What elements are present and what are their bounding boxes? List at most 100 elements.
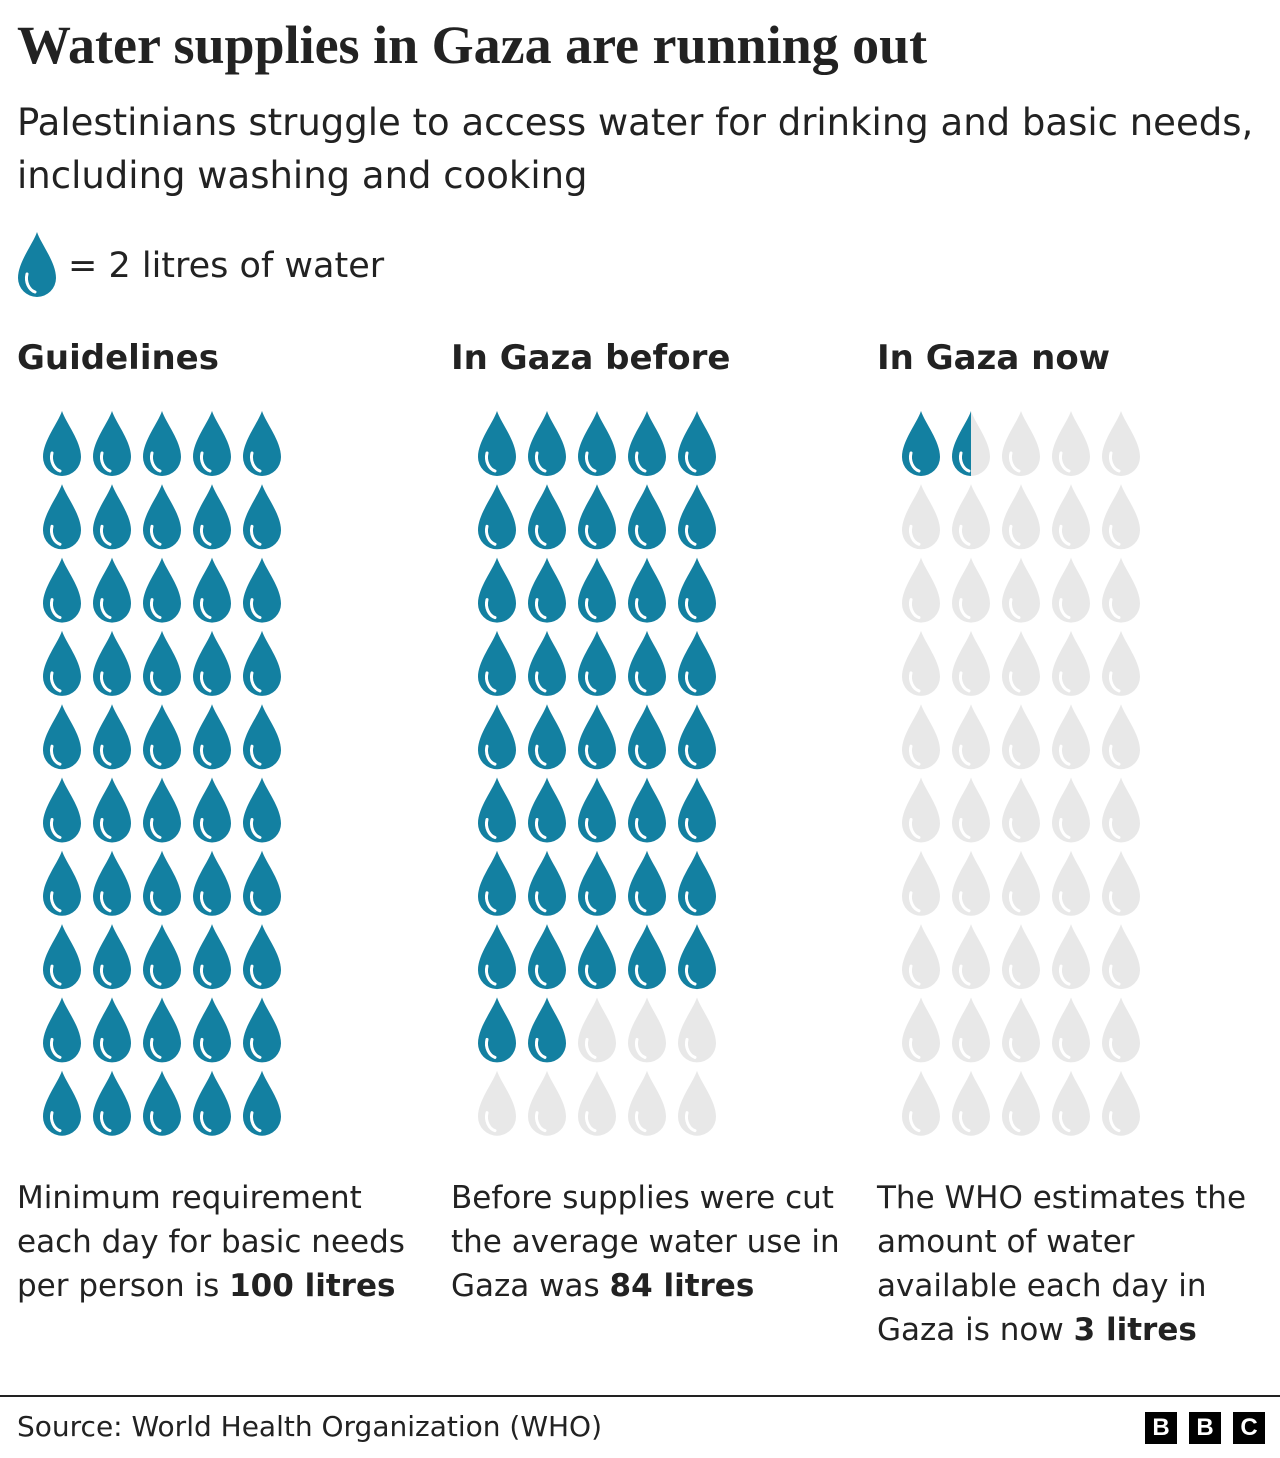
water-drop [143, 484, 181, 550]
drop-fill [93, 777, 131, 843]
drop-highlight [535, 744, 547, 766]
drop-fill [678, 411, 716, 476]
drop-fill [93, 630, 131, 696]
water-drop [43, 411, 81, 476]
water-drop [478, 850, 516, 916]
drop-highlight [585, 671, 597, 693]
drop-fill [93, 850, 131, 916]
drop-shape [528, 411, 566, 476]
empty-drop [1052, 557, 1090, 623]
drop-highlight [535, 818, 547, 839]
water-drop [43, 704, 81, 770]
drop-shape [143, 704, 181, 770]
drop-highlight [50, 891, 62, 913]
drop-fill [628, 924, 666, 990]
drop-fill [578, 704, 616, 770]
drop-slot [902, 704, 940, 770]
drop-shape [578, 557, 616, 623]
drop-highlight [150, 964, 162, 986]
drop-slot [1002, 1070, 1040, 1136]
water-drop [43, 484, 81, 550]
drop-slot [1102, 997, 1140, 1063]
drop-shape [478, 630, 516, 696]
drop-slot [952, 484, 990, 550]
drop-fill [528, 997, 566, 1063]
drop-highlight [959, 671, 971, 693]
empty-drop [1002, 924, 1040, 990]
drop-highlight [959, 818, 971, 839]
drop-highlight [685, 598, 697, 620]
drop-shape [528, 777, 566, 843]
drop-slot [1102, 630, 1140, 696]
panel-title: In Gaza now [877, 338, 1111, 378]
drop-slot [902, 777, 940, 843]
drop-fill [143, 557, 181, 623]
drop-highlight [50, 451, 62, 473]
legend-label: = 2 litres of water [68, 246, 385, 286]
drop-fill [628, 557, 666, 623]
drop-highlight [150, 1037, 162, 1059]
drop-fill [143, 924, 181, 990]
empty-drop [952, 924, 990, 990]
drop-fill [478, 924, 516, 990]
empty-drop [1002, 997, 1040, 1063]
drop-highlight [635, 1111, 647, 1133]
drop-slot [528, 1070, 566, 1136]
water-drop [678, 850, 716, 916]
drop-fill [143, 850, 181, 916]
drop-slot [952, 777, 990, 843]
drop-fill [478, 997, 516, 1063]
drop-shape [93, 484, 131, 550]
panel-title: In Gaza before [451, 338, 731, 378]
drop-highlight [1009, 964, 1021, 986]
drop-shape [93, 997, 131, 1063]
drop-shape [578, 630, 616, 696]
drop-highlight [909, 671, 921, 693]
drop-fill [628, 704, 666, 770]
water-drop [628, 484, 666, 550]
water-drop [43, 630, 81, 696]
drop-shape [93, 411, 131, 476]
caption-text: Before supplies were cut the average wat… [451, 1180, 840, 1304]
drop-highlight [50, 671, 62, 693]
water-drop [478, 777, 516, 843]
drop-highlight [200, 818, 212, 839]
drop-shape [478, 704, 516, 770]
drop-highlight [1109, 744, 1121, 766]
drop-shape [43, 924, 81, 990]
drop-highlight [959, 964, 971, 986]
empty-drop [902, 777, 940, 843]
drop-highlight [200, 744, 212, 766]
empty-drop [1052, 704, 1090, 770]
panel-title: Guidelines [17, 338, 219, 378]
drop-highlight [1109, 598, 1121, 620]
drop-fill [678, 704, 716, 770]
drop-fill [528, 924, 566, 990]
drop-highlight [1059, 744, 1071, 766]
empty-drop [1002, 557, 1040, 623]
drop-highlight [250, 1111, 262, 1133]
drop-highlight [959, 524, 971, 546]
drop-highlight [1009, 1037, 1021, 1059]
drop-fill [193, 777, 231, 843]
water-drop [578, 557, 616, 623]
empty-drop [628, 997, 666, 1063]
empty-drop [1052, 997, 1090, 1063]
drop-slot [952, 924, 990, 990]
drop-highlight [200, 451, 212, 473]
drop-highlight [635, 524, 647, 546]
drop-shape [193, 777, 231, 843]
drop-fill [578, 777, 616, 843]
drop-highlight [909, 964, 921, 986]
drop-shape [528, 850, 566, 916]
drop-highlight [1109, 451, 1121, 473]
drop-fill [93, 484, 131, 550]
drop-highlight [685, 818, 697, 839]
drop-shape [143, 777, 181, 843]
drop-shape [628, 484, 666, 550]
drop-highlight [535, 891, 547, 913]
drop-shape [93, 704, 131, 770]
drop-shape [952, 411, 971, 476]
water-drop [93, 777, 131, 843]
water-drop [43, 1070, 81, 1136]
